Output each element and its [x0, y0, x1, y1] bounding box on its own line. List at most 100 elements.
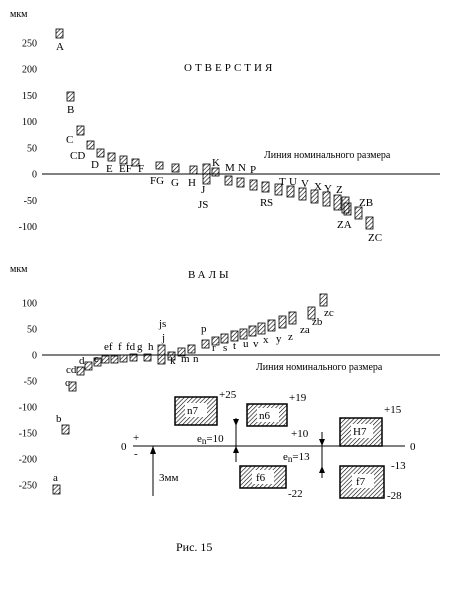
fit-example-diagram: 0 0 + - 3мм n7 +25 n6 +19 en=10 +10 H7 +…: [121, 389, 416, 502]
holes-tick-label: -100: [19, 222, 37, 233]
shafts-mark-zb: [307, 306, 316, 320]
field-n7-upper: +25: [219, 389, 237, 401]
shafts-mark-d: [84, 361, 93, 371]
shafts-mark-f: [110, 355, 119, 364]
holes-label-e: E: [106, 163, 113, 175]
shafts-label-y: y: [276, 333, 282, 345]
field-n6-label: n6: [259, 410, 271, 422]
shafts-unit-label: мкм: [10, 264, 28, 275]
en13-arrow-down: [319, 439, 325, 446]
holes-unit-label: мкм: [10, 9, 28, 20]
holes-mark-u: [298, 187, 307, 201]
shafts-tick-label: -250: [19, 481, 37, 492]
holes-mark-a: [55, 28, 64, 39]
holes-label-p: P: [250, 164, 256, 176]
shafts-label-a: a: [53, 472, 58, 484]
shafts-tick-label: -150: [19, 429, 37, 440]
holes-mark-e: [107, 152, 116, 162]
holes-label-f: F: [138, 163, 144, 175]
holes-mark-p: [249, 179, 258, 191]
holes-mark-n: [236, 177, 245, 188]
holes-label-zc: ZC: [368, 232, 382, 244]
holes-mark-c: [76, 125, 85, 136]
shafts-label-ef: ef: [104, 341, 113, 353]
holes-label-fg: FG: [150, 175, 164, 187]
field-n7-label: n7: [187, 405, 199, 417]
shafts-mark-s: [220, 333, 229, 344]
holes-tick-label: 250: [22, 38, 37, 49]
field-f6-label-bg: [252, 470, 274, 484]
shafts-label-v: v: [253, 338, 259, 350]
shafts-mark-z: [278, 315, 287, 329]
shafts-mark-r: [211, 336, 220, 346]
holes-mark-r: [261, 181, 270, 193]
holes-mark-zc: [365, 216, 374, 230]
shafts-tick-label: -50: [24, 377, 37, 388]
holes-label-x: X: [314, 181, 322, 193]
holes-label-c: C: [66, 134, 73, 146]
holes-mark-zb: [354, 206, 363, 220]
field-H7-upper: +15: [384, 404, 402, 416]
shafts-label-b: b: [56, 413, 62, 425]
holes-mark-g: [171, 163, 180, 173]
holes-label-t: T: [279, 176, 286, 188]
holes-label-a: A: [56, 41, 64, 53]
shafts-tick-label: 100: [22, 299, 37, 310]
shafts-mark-c: [68, 381, 77, 392]
holes-tick-label: 0: [32, 170, 37, 181]
holes-label-n: N: [238, 162, 246, 174]
shafts-title: ВАЛЫ: [188, 269, 232, 281]
shafts-label-zc: zc: [324, 307, 334, 319]
shafts-tick-label: 0: [32, 351, 37, 362]
holes-label-u: U: [289, 176, 297, 188]
holes-label-ef: EF: [119, 163, 132, 175]
holes-mark-b: [66, 91, 75, 102]
shafts-mark-n: [187, 344, 196, 354]
holes-mark-js: [202, 163, 211, 185]
holes-label-y: Y: [324, 183, 332, 195]
holes-label-r: R: [260, 197, 268, 209]
holes-label-h: H: [188, 177, 196, 189]
holes-tick-label: 100: [22, 117, 37, 128]
shafts-label-n: n: [193, 353, 199, 365]
holes-baseline-label: Линия номинального размера: [264, 150, 391, 161]
holes-label-s: S: [267, 197, 273, 209]
holes-mark-v: [310, 189, 319, 204]
shafts-tick-label: -200: [19, 455, 37, 466]
holes-label-b: B: [67, 104, 74, 116]
shafts-mark-y: [267, 319, 276, 332]
shafts-mark-cd: [76, 366, 85, 376]
holes-mark-x: [322, 191, 331, 207]
shafts-mark-g: [129, 353, 138, 362]
shafts-label-f: f: [118, 341, 122, 353]
inset-zero-right: 0: [410, 441, 416, 453]
shafts-mark-za: [288, 311, 297, 325]
field-f6-label: f6: [256, 472, 266, 484]
shafts-label-d: d: [79, 355, 85, 367]
holes-mark-y: [333, 194, 342, 211]
shafts-label-js: js: [158, 318, 166, 330]
en13-arrow-up: [319, 466, 325, 473]
en10-side-value: +10: [291, 428, 309, 440]
scale-label: 3мм: [159, 472, 178, 484]
holes-tick-label: 200: [22, 65, 37, 76]
shafts-mark-ef: [101, 355, 110, 364]
figure-caption: Рис. 15: [176, 540, 212, 554]
holes-mark-za: [343, 202, 352, 216]
inset-plus-sign: +: [133, 432, 139, 444]
shafts-mark-js: [157, 344, 166, 365]
holes-label-cd: CD: [70, 150, 85, 162]
shafts-label-h: h: [148, 341, 154, 353]
shafts-label-fd: fd: [126, 341, 136, 353]
field-f7-label: f7: [356, 476, 366, 488]
shafts-mark-k: [167, 351, 176, 361]
field-f7-lower: -28: [387, 490, 402, 502]
shafts-label-e: e: [94, 353, 99, 365]
shafts-mark-p: [201, 339, 210, 349]
holes-label-d: D: [91, 159, 99, 171]
holes-mark-ef: [119, 155, 128, 165]
shafts-mark-v: [248, 325, 257, 337]
holes-label-zb: ZB: [359, 197, 373, 209]
holes-y-axis: 250 200 150 100 50 0 -50 -100: [19, 38, 37, 233]
